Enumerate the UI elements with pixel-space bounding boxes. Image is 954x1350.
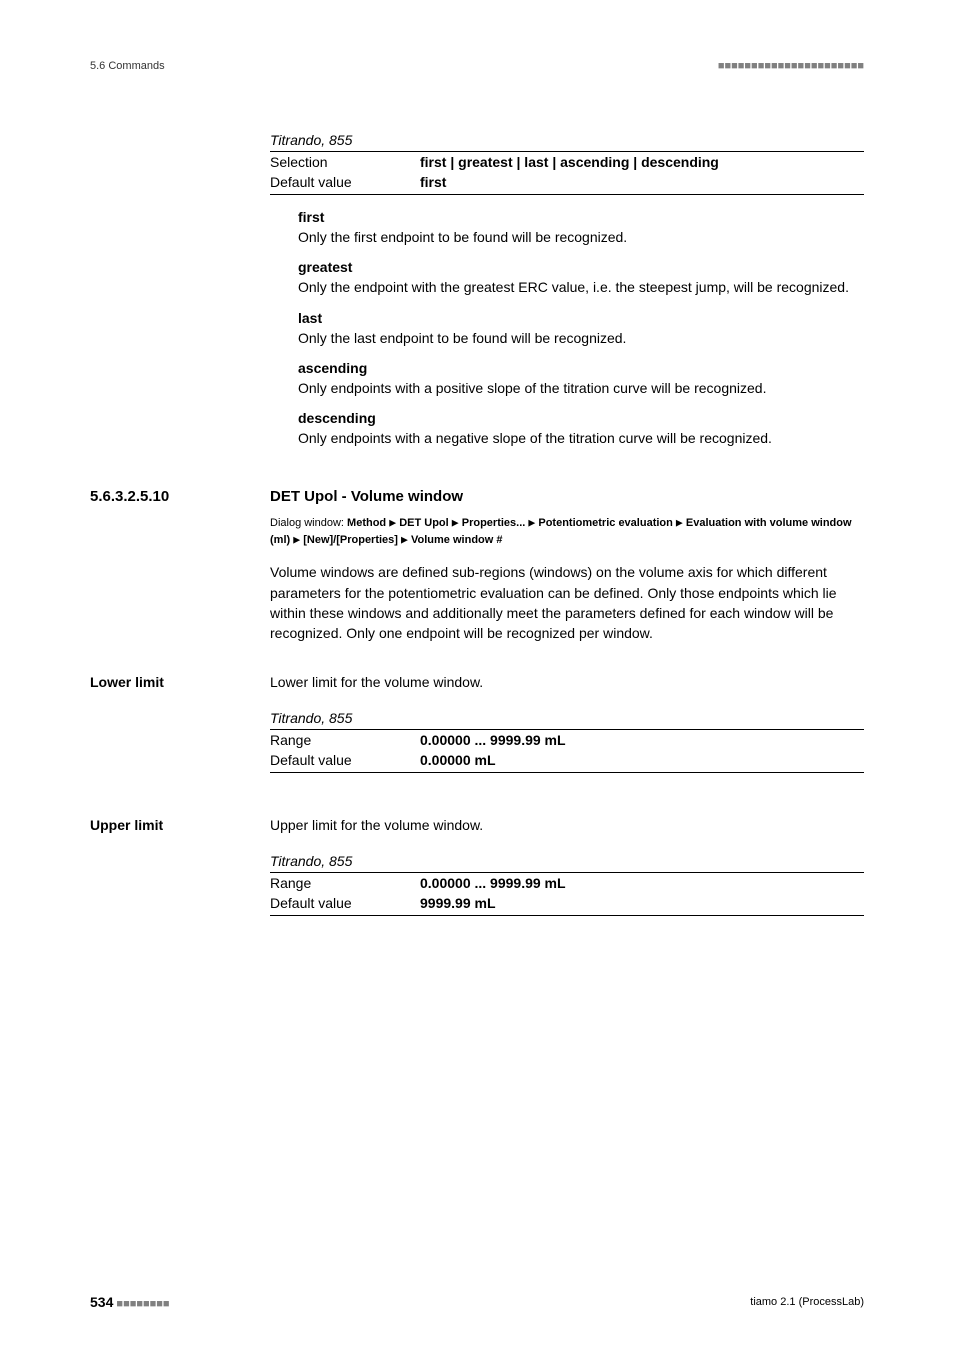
page-number: 534 [90,1294,113,1310]
default-label: Default value [270,895,420,911]
lower-limit-row: Lower limit Lower limit for the volume w… [90,672,864,787]
upper-limit-row: Upper limit Upper limit for the volume w… [90,815,864,930]
range-label: Range [270,732,420,748]
top-spec-table: Titrando, 855 Selection first | greatest… [270,132,864,195]
path-part: Method [347,517,386,529]
term-body: Only endpoints with a negative slope of … [298,428,864,448]
term-body: Only the first endpoint to be found will… [298,227,864,247]
lower-limit-spec: Titrando, 855 Range 0.00000 ... 9999.99 … [270,710,864,773]
path-part: [New]/[Properties] [303,534,398,546]
triangle-icon: ▶ [293,534,300,544]
device-name: Titrando, 855 [270,853,864,873]
term-name: ascending [298,360,864,376]
upper-limit-desc: Upper limit for the volume window. [270,815,864,835]
path-part: DET Upol [399,517,449,529]
triangle-icon: ▶ [452,518,459,528]
header-section-label: 5.6 Commands [90,60,165,72]
term-body: Only the endpoint with the greatest ERC … [298,277,864,297]
path-part: Volume window # [411,534,502,546]
term-name: descending [298,410,864,426]
default-label: Default value [270,174,420,190]
triangle-icon: ▶ [676,518,683,528]
selection-label: Selection [270,154,420,170]
default-label: Default value [270,752,420,768]
range-value: 0.00000 ... 9999.99 mL [420,732,566,748]
triangle-icon: ▶ [389,518,396,528]
term-body: Only the last endpoint to be found will … [298,328,864,348]
device-name: Titrando, 855 [270,710,864,730]
upper-limit-spec: Titrando, 855 Range 0.00000 ... 9999.99 … [270,853,864,916]
running-header: 5.6 Commands ■■■■■■■■■■■■■■■■■■■■■■ [90,60,864,72]
footer-dashes: ■■■■■■■■ [116,1298,169,1310]
term-name: first [298,209,864,225]
term-name: last [298,310,864,326]
header-dashes: ■■■■■■■■■■■■■■■■■■■■■■ [718,60,864,72]
section-title: DET Upol - Volume window [270,488,463,505]
default-value: first [420,174,446,190]
selection-value: first | greatest | last | ascending | de… [420,154,719,170]
term-name: greatest [298,259,864,275]
range-label: Range [270,875,420,891]
section-number: 5.6.3.2.5.10 [90,488,270,505]
terms-block: first Only the first endpoint to be foun… [298,209,864,448]
section-body: Volume windows are defined sub-regions (… [270,562,864,643]
range-value: 0.00000 ... 9999.99 mL [420,875,566,891]
triangle-icon: ▶ [528,518,535,528]
lower-limit-label: Lower limit [90,674,270,690]
page-footer: 534 ■■■■■■■■ tiamo 2.1 (ProcessLab) [90,1294,864,1310]
lower-limit-desc: Lower limit for the volume window. [270,672,864,692]
dialog-label: Dialog window: [270,517,344,529]
path-part: Properties... [462,517,526,529]
default-value: 9999.99 mL [420,895,496,911]
section-heading-row: 5.6.3.2.5.10 DET Upol - Volume window [90,488,864,505]
upper-limit-label: Upper limit [90,817,270,833]
term-body: Only endpoints with a positive slope of … [298,378,864,398]
triangle-icon: ▶ [401,534,408,544]
device-name: Titrando, 855 [270,132,864,152]
path-part: Potentiometric evaluation [538,517,672,529]
footer-right: tiamo 2.1 (ProcessLab) [750,1296,864,1308]
default-value: 0.00000 mL [420,752,496,768]
dialog-path: Dialog window: Method ▶ DET Upol ▶ Prope… [270,515,864,548]
